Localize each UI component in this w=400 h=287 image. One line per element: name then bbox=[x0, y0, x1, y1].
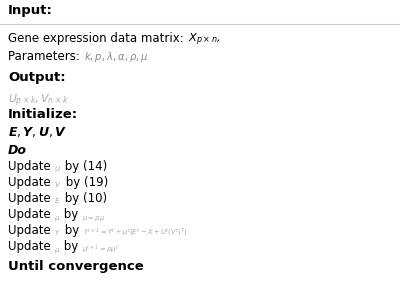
Text: $_{Y^{t+1}=Y^{t}+\mu^{t}(E^{t}-X+U^{t}(V^{t})^{T})}$: $_{Y^{t+1}=Y^{t}+\mu^{t}(E^{t}-X+U^{t}(V… bbox=[83, 227, 188, 239]
Text: $_\mu$: $_\mu$ bbox=[51, 245, 60, 255]
Text: by (19): by (19) bbox=[62, 176, 108, 189]
Text: $_{\mu=\rho\mu}$: $_{\mu=\rho\mu}$ bbox=[82, 213, 106, 223]
Text: $_{Y}$: $_{Y}$ bbox=[51, 228, 61, 238]
Text: Until convergence: Until convergence bbox=[8, 260, 144, 273]
Text: Parameters:: Parameters: bbox=[8, 50, 84, 63]
Text: Input:: Input: bbox=[8, 4, 53, 17]
Text: $k, p, \lambda, \alpha, \rho, \mu$: $k, p, \lambda, \alpha, \rho, \mu$ bbox=[84, 50, 148, 64]
Text: Update: Update bbox=[8, 160, 51, 173]
Text: Update: Update bbox=[8, 192, 51, 205]
Text: by: by bbox=[60, 240, 82, 253]
Text: $_{V}$: $_{V}$ bbox=[51, 180, 62, 190]
Text: Output:: Output: bbox=[8, 71, 66, 84]
Text: $\boldsymbol{E}, \boldsymbol{Y}, \boldsymbol{U}, \boldsymbol{V}$: $\boldsymbol{E}, \boldsymbol{Y}, \boldsy… bbox=[8, 125, 68, 139]
Text: $X_{p\times n}$,: $X_{p\times n}$, bbox=[188, 31, 220, 48]
Text: by (14): by (14) bbox=[61, 160, 108, 173]
Text: Initialize:: Initialize: bbox=[8, 108, 78, 121]
Text: $_\mu$: $_\mu$ bbox=[51, 213, 60, 223]
Text: by: by bbox=[61, 224, 83, 237]
Text: $_{E}$: $_{E}$ bbox=[51, 196, 61, 206]
Text: Update: Update bbox=[8, 208, 51, 221]
Text: Update: Update bbox=[8, 176, 51, 189]
Text: by: by bbox=[60, 208, 82, 221]
Text: $U_{p\times k}, V_{n\times k}$: $U_{p\times k}, V_{n\times k}$ bbox=[8, 92, 69, 109]
Text: Gene expression data matrix:: Gene expression data matrix: bbox=[8, 32, 188, 45]
Text: Do: Do bbox=[8, 144, 27, 157]
Text: $_{U}$: $_{U}$ bbox=[51, 164, 61, 174]
Text: by (10): by (10) bbox=[61, 192, 107, 205]
Text: Update: Update bbox=[8, 224, 51, 237]
Text: Update: Update bbox=[8, 240, 51, 253]
Text: $_{\mu^{t+1}=\rho\mu^{t}}$: $_{\mu^{t+1}=\rho\mu^{t}}$ bbox=[82, 243, 120, 255]
